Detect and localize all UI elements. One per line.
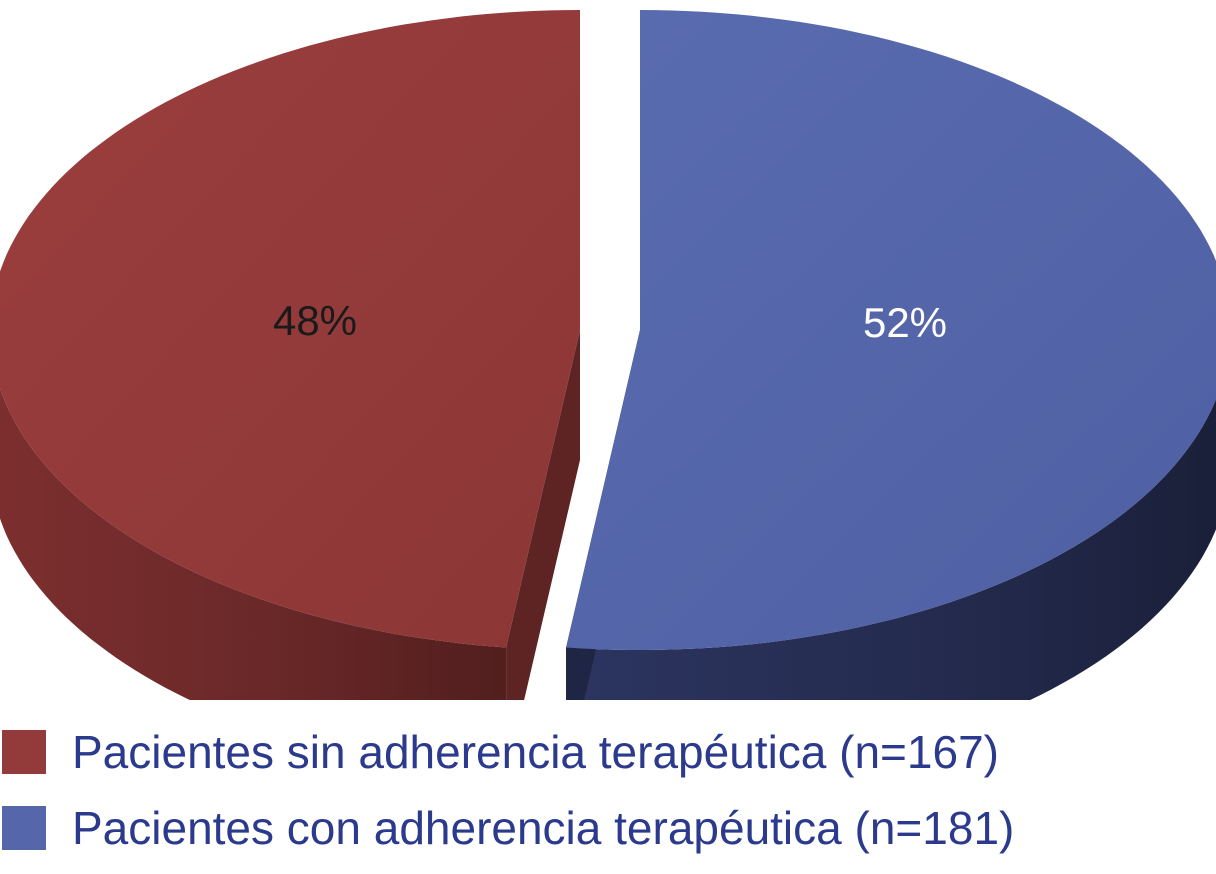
legend-swatch: [2, 806, 46, 850]
pie-slice-side: [566, 399, 1216, 700]
pie-slice-sin-adherencia: 48%: [0, 10, 580, 700]
pie-slice-top: [0, 10, 580, 648]
pie-slice-cut-face: [506, 330, 580, 700]
pie-slice-con-adherencia: 52%: [566, 10, 1216, 700]
legend-label: Pacientes con adherencia terapéutica (n=…: [72, 802, 1015, 854]
pie-value-label: 52%: [863, 299, 947, 346]
pie-chart-plot: 48% 52%: [0, 10, 1216, 700]
legend-item-con-adherencia: Pacientes con adherencia terapéutica (n=…: [0, 798, 1216, 862]
pie-chart: 48% 52% Pacientes sin adherencia terapéut…: [0, 10, 1216, 854]
legend-item-sin-adherencia: Pacientes sin adherencia terapéutica (n=…: [0, 722, 1216, 786]
legend: Pacientes sin adherencia terapéutica (n=…: [0, 722, 1216, 874]
pie-slice-top: [566, 10, 1216, 650]
legend-label: Pacientes sin adherencia terapéutica (n=…: [72, 726, 999, 778]
legend-swatch: [2, 730, 46, 774]
pie-slice-side: [0, 388, 507, 700]
pie-value-label: 48%: [273, 297, 357, 344]
